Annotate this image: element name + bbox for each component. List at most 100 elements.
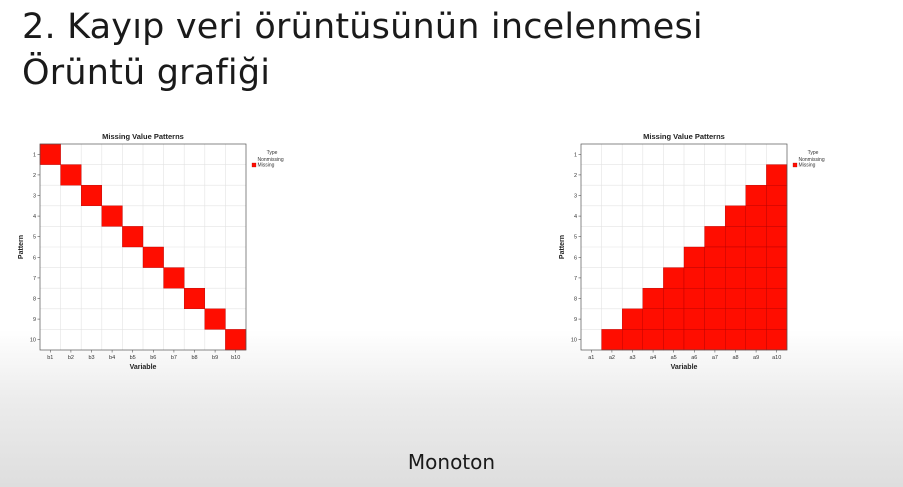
x-tick-label: a4 bbox=[650, 355, 656, 361]
missing-cell-10-a5 bbox=[663, 329, 685, 351]
missing-cell-9-a3 bbox=[621, 308, 643, 330]
y-tick-label: 10 bbox=[571, 338, 577, 344]
missing-cell-10-a9 bbox=[745, 329, 767, 351]
x-tick-label: a7 bbox=[712, 355, 718, 361]
y-tick-label: 9 bbox=[574, 317, 577, 323]
y-tick-label: 5 bbox=[33, 235, 36, 241]
missing-cell-5-a9 bbox=[745, 226, 767, 248]
y-tick-label: 5 bbox=[574, 235, 577, 241]
y-tick-label: 3 bbox=[33, 194, 36, 200]
legend-item-label: Missing bbox=[799, 163, 816, 169]
legend-swatch-missing bbox=[792, 162, 798, 168]
slide-title: 2. Kayıp veri örüntüsünün incelenmesi Ör… bbox=[22, 4, 703, 96]
legend-title: Type bbox=[267, 150, 278, 156]
y-tick-label: 10 bbox=[30, 338, 36, 344]
missing-cell-8-a5 bbox=[663, 287, 685, 309]
x-axis-title: Variable bbox=[130, 364, 157, 371]
chart-svg: Missing Value Patterns 1 2 3 4 5 6 7 8 9 10 b1 b2 b3 b… bbox=[18, 132, 284, 371]
y-tick-label: 3 bbox=[574, 194, 577, 200]
missing-cell-9-a7 bbox=[704, 308, 726, 330]
missing-cell-9-a4 bbox=[642, 308, 664, 330]
missing-cell-9-b9 bbox=[204, 308, 226, 330]
missing-cell-10-b10 bbox=[225, 329, 247, 351]
missing-pattern-chart-diagonal: Missing Value Patterns 1 2 3 4 5 6 7 8 9 10 b1 b2 b3 b… bbox=[12, 128, 302, 388]
y-tick-label: 6 bbox=[574, 255, 577, 261]
x-tick-label: a5 bbox=[671, 355, 677, 361]
slide-title-line-1: 2. Kayıp veri örüntüsünün incelenmesi bbox=[22, 7, 703, 47]
missing-cell-1-b1 bbox=[39, 143, 61, 165]
missing-cell-2-a10 bbox=[766, 164, 788, 186]
missing-cell-7-a10 bbox=[766, 267, 788, 289]
y-tick-label: 1 bbox=[33, 152, 36, 158]
missing-cell-8-a6 bbox=[683, 287, 705, 309]
plot-frame bbox=[39, 143, 247, 351]
missing-cell-7-a9 bbox=[745, 267, 767, 289]
missing-cell-4-a9 bbox=[745, 205, 767, 227]
missing-cell-3-b3 bbox=[80, 185, 102, 207]
x-tick-label: b2 bbox=[68, 355, 74, 361]
missing-pattern-chart-monotone: Missing Value Patterns 1 2 3 4 5 6 7 8 9 10 a1 a2 a3 a… bbox=[553, 128, 843, 388]
missing-cell-3-a10 bbox=[766, 185, 788, 207]
x-tick-label: b4 bbox=[109, 355, 115, 361]
x-tick-label: b9 bbox=[212, 355, 218, 361]
missing-cell-9-a10 bbox=[766, 308, 788, 330]
missing-cell-6-a8 bbox=[724, 246, 746, 268]
missing-cell-6-a7 bbox=[704, 246, 726, 268]
x-tick-label: a9 bbox=[753, 355, 759, 361]
x-tick-label: b1 bbox=[47, 355, 53, 361]
legend-swatch-nonmissing bbox=[251, 157, 257, 162]
missing-cell-2-b2 bbox=[60, 164, 82, 186]
legend-item-label: Missing bbox=[258, 163, 275, 169]
chart-title: Missing Value Patterns bbox=[643, 132, 725, 141]
x-tick-label: b8 bbox=[191, 355, 197, 361]
legend-title: Type bbox=[808, 150, 819, 156]
y-tick-label: 6 bbox=[33, 255, 36, 261]
y-axis-title: Pattern bbox=[18, 235, 25, 259]
missing-cell-8-a9 bbox=[745, 287, 767, 309]
missing-cell-7-a6 bbox=[683, 267, 705, 289]
x-tick-label: a1 bbox=[588, 355, 594, 361]
missing-cell-5-a8 bbox=[724, 226, 746, 248]
missing-cell-10-a6 bbox=[683, 329, 705, 351]
x-tick-label: a2 bbox=[609, 355, 615, 361]
plot-frame bbox=[580, 143, 788, 351]
missing-cell-9-a6 bbox=[683, 308, 705, 330]
x-tick-label: a6 bbox=[691, 355, 697, 361]
missing-cell-9-a5 bbox=[663, 308, 685, 330]
missing-cell-6-a6 bbox=[683, 246, 705, 268]
missing-cell-8-a10 bbox=[766, 287, 788, 309]
x-tick-label: a8 bbox=[732, 355, 738, 361]
missing-cell-8-a4 bbox=[642, 287, 664, 309]
missing-cell-6-b6 bbox=[142, 246, 164, 268]
y-tick-label: 1 bbox=[574, 152, 577, 158]
missing-cell-5-a7 bbox=[704, 226, 726, 248]
missing-cell-10-a8 bbox=[724, 329, 746, 351]
missing-cell-4-a8 bbox=[724, 205, 746, 227]
x-tick-label: b10 bbox=[231, 355, 240, 361]
slide-title-line-2: Örüntü grafiği bbox=[22, 53, 271, 93]
x-tick-label: b7 bbox=[171, 355, 177, 361]
missing-cell-4-a10 bbox=[766, 205, 788, 227]
legend-swatch-nonmissing bbox=[792, 157, 798, 162]
missing-cell-10-a3 bbox=[621, 329, 643, 351]
x-tick-label: a3 bbox=[629, 355, 635, 361]
missing-cell-8-a8 bbox=[724, 287, 746, 309]
missing-cell-7-a5 bbox=[663, 267, 685, 289]
missing-cell-10-a7 bbox=[704, 329, 726, 351]
missing-cell-7-a8 bbox=[724, 267, 746, 289]
chart-svg: Missing Value Patterns 1 2 3 4 5 6 7 8 9 10 a1 a2 a3 a… bbox=[559, 132, 825, 371]
x-tick-label: b6 bbox=[150, 355, 156, 361]
y-tick-label: 2 bbox=[574, 173, 577, 179]
legend-item-label: Nonmissing bbox=[258, 157, 284, 163]
y-tick-label: 4 bbox=[574, 214, 577, 220]
missing-cell-7-a7 bbox=[704, 267, 726, 289]
missing-cell-10-a4 bbox=[642, 329, 664, 351]
missing-cell-6-a9 bbox=[745, 246, 767, 268]
x-tick-label: a10 bbox=[772, 355, 781, 361]
slide-caption: Monoton bbox=[407, 450, 496, 474]
missing-cell-8-b8 bbox=[183, 287, 205, 309]
missing-cell-4-b4 bbox=[101, 205, 123, 227]
x-tick-label: b3 bbox=[88, 355, 94, 361]
x-tick-label: b5 bbox=[130, 355, 136, 361]
